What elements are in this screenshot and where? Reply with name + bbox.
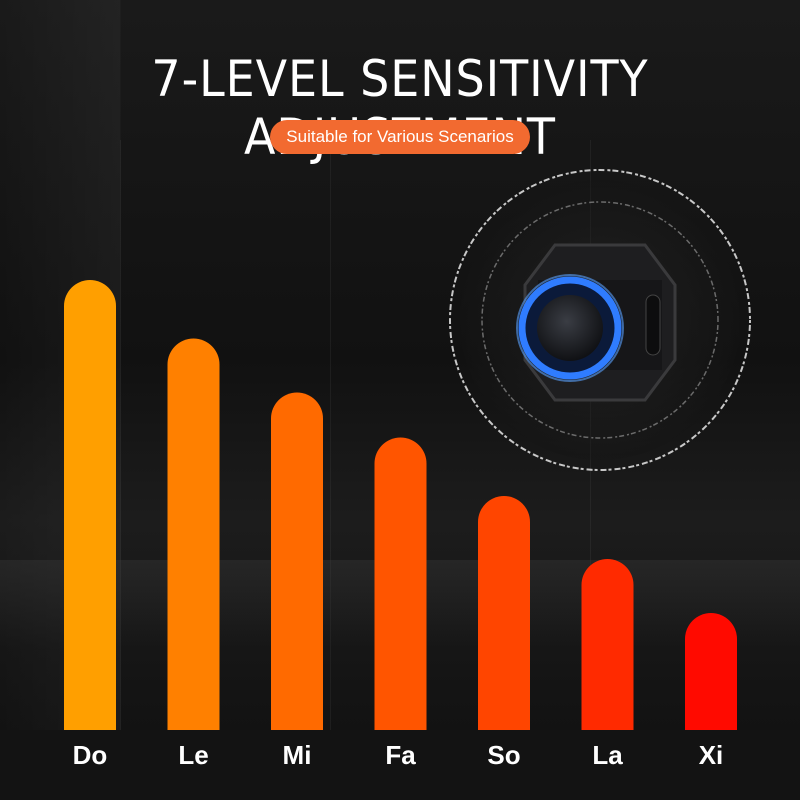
level-bar-mi [271, 392, 323, 756]
level-label-le: Le [178, 740, 209, 770]
level-bar-la [581, 559, 634, 756]
power-button-device-icon [440, 160, 760, 480]
level-label-xi: Xi [698, 740, 724, 770]
level-bar-fa [374, 437, 427, 756]
wall-panel-line [120, 140, 121, 800]
level-bar-so [478, 496, 530, 756]
level-bar-do [64, 280, 116, 756]
wall-panel-line [330, 140, 331, 800]
level-label-do: Do [72, 740, 108, 770]
level-bar-xi [685, 613, 737, 756]
level-label-so: So [487, 740, 521, 770]
bar-baseline-mask [0, 730, 800, 800]
level-label-la: La [592, 740, 623, 770]
level-bar-le [167, 338, 220, 756]
subtitle-badge: Suitable for Various Scenarios [270, 120, 530, 154]
level-label-fa: Fa [385, 740, 416, 770]
level-label-mi: Mi [282, 740, 312, 770]
